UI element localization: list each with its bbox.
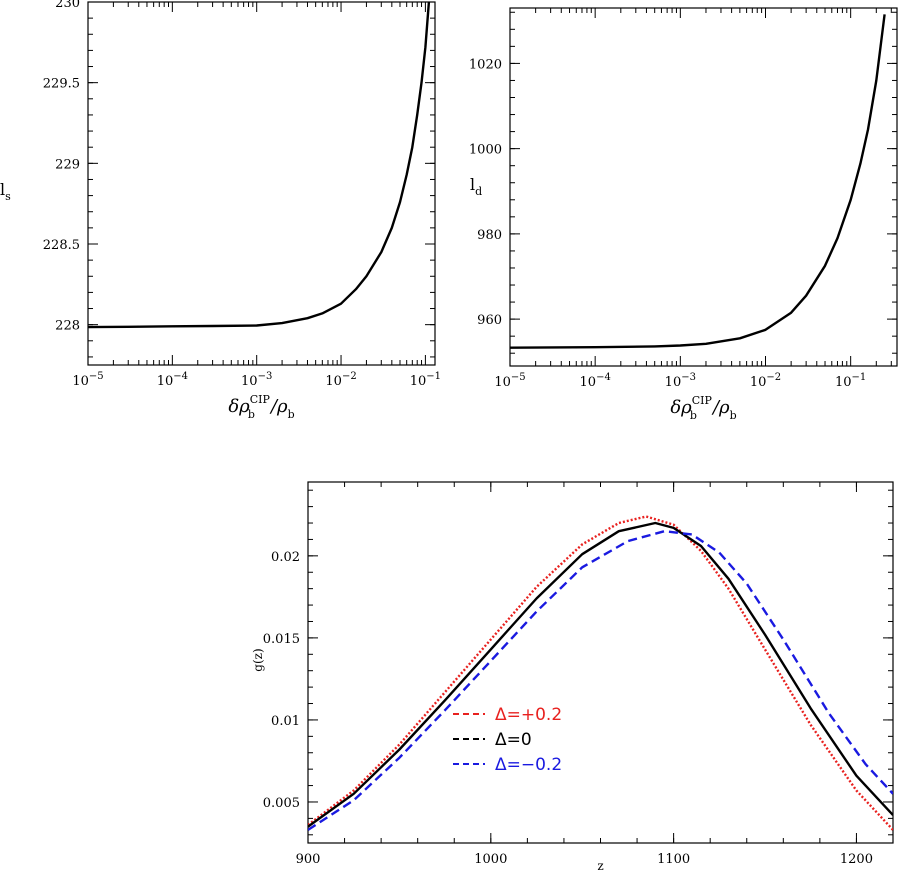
top-left-chart-panel: 10−5 10−4 10−3 10−2 10−1 228 228.5 229 229.5 230 δ…	[0, 0, 441, 421]
y-tick-label: 230	[55, 0, 80, 11]
series-line-0	[308, 515, 893, 831]
y-tick-label: 0.02	[271, 550, 300, 565]
y-tick-label: 1000	[469, 143, 502, 158]
series-line-2	[308, 530, 893, 831]
y-tick-label: 228.5	[43, 238, 80, 253]
y-axis-label: g(z)	[251, 648, 265, 671]
x-tick-label: 10−5	[72, 371, 103, 389]
plot-frame	[307, 481, 894, 844]
y-tick-label: 229.5	[43, 77, 80, 92]
x-tick-label: 10−1	[410, 371, 441, 389]
x-tick-label: 10−3	[241, 371, 272, 389]
legend-label: Δ=0	[495, 730, 532, 750]
x-tick-label: 10−5	[494, 372, 525, 390]
x-axis-label: δρCIP b/ρb	[228, 393, 294, 421]
x-tick-label: 10−2	[325, 371, 356, 389]
y-axis-label: ls	[0, 180, 11, 203]
legend-label: Δ=−0.2	[495, 755, 562, 775]
series-line-1	[308, 521, 893, 828]
x-tick-label: 10−2	[750, 372, 781, 390]
x-tick-label: 1100	[657, 852, 690, 867]
series-line-0	[510, 14, 886, 349]
bottom-chart-panel: 900 1000 1100 1200 0.005 0.01 0.015 0.02 z g(z) Δ=…	[251, 481, 894, 872]
y-tick-label: 1020	[469, 57, 502, 72]
x-tick-label: 1200	[840, 852, 873, 867]
x-tick-label: 900	[296, 852, 321, 867]
plot-frame	[509, 7, 898, 367]
x-axis-label: z	[597, 859, 603, 872]
x-tick-label: 10−3	[665, 372, 696, 390]
y-axis-label: ld	[470, 175, 482, 198]
x-axis-label: δρCIP b/ρb	[670, 394, 736, 422]
y-tick-label: 0.015	[263, 632, 300, 647]
y-tick-label: 980	[477, 228, 502, 243]
y-tick-label: 228	[55, 319, 80, 334]
legend-label: Δ=+0.2	[495, 705, 562, 725]
y-tick-label: 0.005	[263, 796, 300, 811]
plot-frame	[87, 1, 436, 366]
y-tick-label: 229	[55, 157, 80, 172]
x-tick-label: 10−1	[835, 372, 866, 390]
x-tick-label: 1000	[474, 852, 507, 867]
y-tick-label: 0.01	[271, 714, 300, 729]
y-tick-label: 960	[477, 313, 502, 328]
series-line-0	[88, 2, 431, 329]
x-tick-label: 10−4	[580, 372, 611, 390]
x-tick-label: 10−4	[157, 371, 188, 389]
top-right-chart-panel: 10−5 10−4 10−3 10−2 10−1 960 980 1000 1020 δρCIP b…	[469, 7, 898, 422]
